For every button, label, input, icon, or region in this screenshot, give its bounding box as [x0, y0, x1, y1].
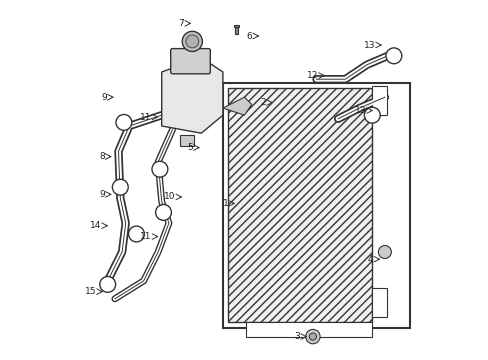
Circle shape [100, 276, 115, 292]
Text: 3: 3 [294, 332, 300, 341]
Text: 11: 11 [140, 112, 151, 122]
Polygon shape [223, 97, 251, 115]
Circle shape [364, 107, 380, 123]
Text: 10: 10 [163, 192, 175, 202]
Circle shape [378, 246, 390, 258]
Circle shape [116, 114, 132, 130]
Circle shape [385, 48, 401, 64]
Text: 9: 9 [99, 190, 104, 199]
Circle shape [305, 329, 320, 344]
Circle shape [309, 333, 316, 340]
Text: 8: 8 [99, 152, 104, 161]
Circle shape [152, 161, 167, 177]
FancyBboxPatch shape [170, 49, 210, 74]
Text: 14: 14 [90, 221, 101, 230]
Text: 7: 7 [178, 19, 184, 28]
Bar [371, 288, 386, 317]
Bar [228, 88, 371, 322]
Text: 13: 13 [363, 41, 374, 50]
Circle shape [155, 204, 171, 220]
Text: 13: 13 [354, 106, 366, 115]
Text: 12: 12 [306, 71, 318, 80]
Bar [246, 322, 371, 337]
Text: 11: 11 [140, 232, 151, 241]
Polygon shape [162, 58, 223, 133]
Text: 9: 9 [101, 93, 107, 102]
Text: 1: 1 [222, 199, 228, 208]
Circle shape [185, 35, 199, 48]
Text: 15: 15 [84, 287, 96, 296]
Text: 5: 5 [187, 143, 193, 152]
Bar [223, 83, 409, 328]
Bar [235, 26, 238, 34]
Bar [179, 135, 194, 146]
Circle shape [182, 31, 202, 51]
Text: 6: 6 [246, 32, 252, 41]
Bar [234, 25, 239, 27]
Bar [371, 86, 386, 115]
Circle shape [128, 226, 144, 242]
Circle shape [112, 179, 128, 195]
Text: 2: 2 [260, 98, 265, 107]
Text: 4: 4 [367, 255, 373, 264]
